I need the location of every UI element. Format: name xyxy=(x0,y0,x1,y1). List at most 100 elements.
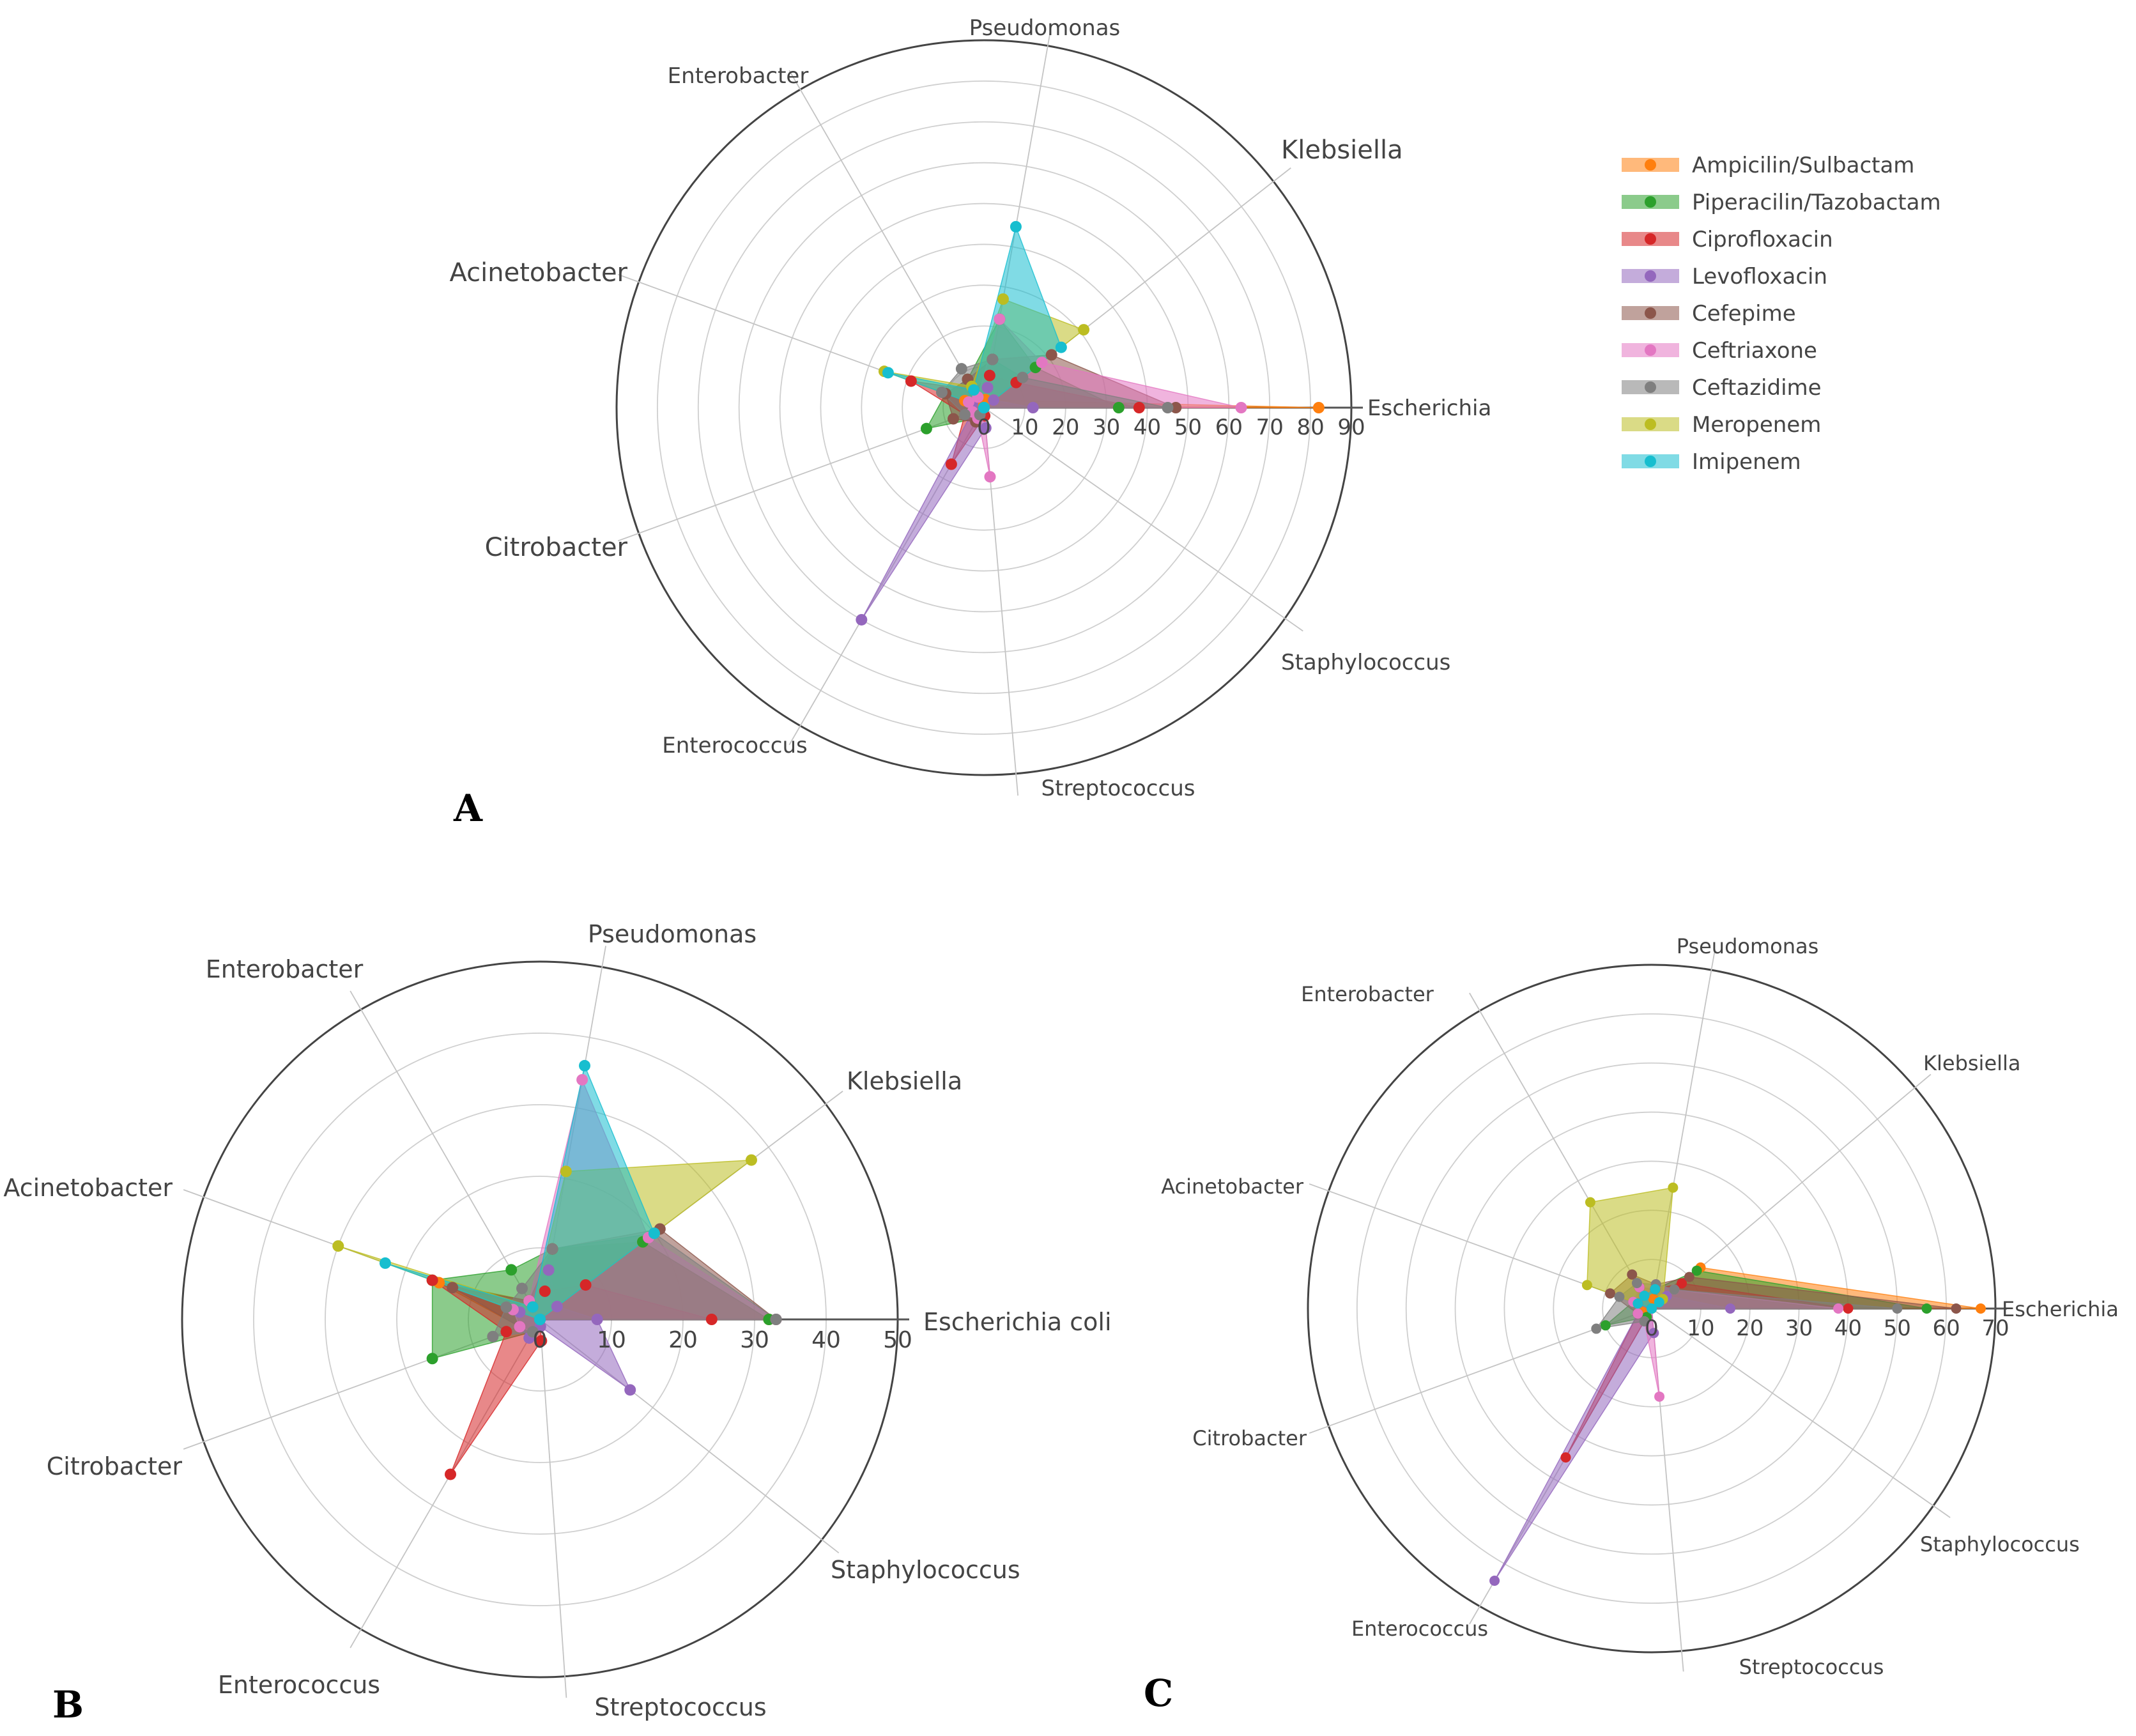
data-point-levofloxacin-enterococcus xyxy=(856,613,868,626)
legend-item-cefepime[interactable]: Cefepime xyxy=(1622,301,1796,326)
data-point-cefepime-acinetobacter xyxy=(1605,1288,1615,1299)
tick-label: 30 xyxy=(1093,415,1120,440)
legend-item-ampicilin-sulbactam[interactable]: Ampicilin/Sulbactam xyxy=(1622,153,1914,178)
legend-item-ceftazidime[interactable]: Ceftazidime xyxy=(1622,375,1822,401)
axis-label-acinetobacter: Acinetobacter xyxy=(3,1174,173,1202)
data-point-ciprofloxacin-pseudomonas xyxy=(539,1285,551,1297)
axis-label-staphylococcus: Staphylococcus xyxy=(1920,1532,2080,1556)
data-point-ceftazidime-enterobacter xyxy=(955,363,967,375)
axis-label-klebsiella: Klebsiella xyxy=(847,1067,962,1095)
data-point-levofloxacin-klebsiella xyxy=(988,394,1000,406)
data-point-ciprofloxacin-klebsiella xyxy=(580,1279,592,1291)
data-point-ceftazidime-enterococcus xyxy=(1639,1316,1650,1326)
data-point-levofloxacin-klebsiella xyxy=(551,1300,563,1312)
data-point-ceftazidime-escherichia xyxy=(1162,402,1174,413)
axis-label-citrobacter: Citrobacter xyxy=(47,1452,183,1480)
axis-label-enterobacter: Enterobacter xyxy=(206,955,364,983)
axis-label-citrobacter: Citrobacter xyxy=(485,533,628,562)
legend-item-levofloxacin[interactable]: Levofloxacin xyxy=(1622,264,1827,289)
data-point-ceftazidime-citrobacter xyxy=(1591,1323,1602,1334)
spoke-staphylococcus xyxy=(1651,1308,1951,1518)
legend-marker xyxy=(1645,344,1656,356)
legend-item-ciprofloxacin[interactable]: Ciprofloxacin xyxy=(1622,227,1833,252)
data-point-imipenem-staphylococcus xyxy=(534,1314,546,1325)
data-point-cefepime-escherichia xyxy=(1951,1303,1962,1314)
spoke-streptococcus xyxy=(539,1319,567,1698)
axis-label-streptococcus: Streptococcus xyxy=(1041,776,1195,801)
tick-label: 0 xyxy=(977,415,991,440)
tick-label: 0 xyxy=(533,1327,548,1353)
data-point-ceftriaxone-citrobacter xyxy=(514,1321,526,1333)
data-point-ceftriaxone-streptococcus xyxy=(1654,1391,1665,1402)
data-point-levofloxacin-pseudomonas xyxy=(981,381,994,394)
series-area-imipenem xyxy=(385,1064,655,1320)
legend: Ampicilin/Sulbactam Piperacilin/Tazobacta… xyxy=(1622,153,1941,475)
legend-marker xyxy=(1645,456,1656,467)
legend-label: Piperacilin/Tazobactam xyxy=(1692,190,1941,215)
data-point-cefepime-enterobacter xyxy=(1627,1269,1638,1280)
legend-item-meropenem[interactable]: Meropenem xyxy=(1622,412,1821,438)
data-point-meropenem-klebsiella xyxy=(745,1154,757,1166)
tick-label: 70 xyxy=(1256,415,1284,440)
data-point-ceftazidime-klebsiella xyxy=(1669,1284,1680,1295)
tick-label: 20 xyxy=(668,1327,698,1353)
data-point-levofloxacin-streptococcus xyxy=(980,422,992,434)
data-point-meropenem-pseudomonas xyxy=(560,1165,572,1178)
axis-label-escherichia-coli: Escherichia coli xyxy=(923,1308,1112,1336)
data-point-imipenem-acinetobacter xyxy=(379,1257,391,1269)
axis-label-escherichia: Escherichia xyxy=(1367,396,1491,421)
axis-label-staphylococcus: Staphylococcus xyxy=(1281,650,1450,675)
data-point-ciprofloxacin-enterococcus xyxy=(445,1468,456,1480)
series-area-meropenem xyxy=(1587,1187,1674,1309)
legend-label: Imipenem xyxy=(1692,449,1801,475)
data-point-cefepime-escherichia xyxy=(1170,402,1182,413)
data-point-ciprofloxacin-acinetobacter xyxy=(905,375,917,387)
data-point-ciprofloxacin-escherichia xyxy=(1843,1303,1854,1314)
legend-label: Cefepime xyxy=(1692,301,1796,326)
tick-label: 20 xyxy=(1736,1316,1763,1341)
legend-item-ceftriaxone[interactable]: Ceftriaxone xyxy=(1622,338,1817,364)
data-point-cefepime-acinetobacter xyxy=(447,1282,459,1294)
tick-label: 50 xyxy=(1884,1316,1911,1341)
legend-label: Ciprofloxacin xyxy=(1692,227,1833,252)
data-point-meropenem-pseudomonas xyxy=(997,293,1009,305)
data-point-ciprofloxacin-acinetobacter xyxy=(426,1274,438,1286)
tick-label: 30 xyxy=(740,1327,769,1353)
data-point-levofloxacin-streptococcus xyxy=(1648,1328,1659,1339)
axis-label-enterobacter: Enterobacter xyxy=(668,63,809,89)
axis-label-pseudomonas: Pseudomonas xyxy=(969,15,1121,41)
data-point-ciprofloxacin-klebsiella xyxy=(1677,1278,1687,1289)
data-point-meropenem-acinetobacter xyxy=(332,1240,344,1252)
legend-item-piperacilin-tazobactam[interactable]: Piperacilin/Tazobactam xyxy=(1622,190,1941,215)
data-point-ceftriaxone-pseudomonas xyxy=(576,1073,588,1086)
legend-marker xyxy=(1645,381,1656,393)
data-point-levofloxacin-escherichia xyxy=(1027,402,1039,413)
axis-label-klebsiella: Klebsiella xyxy=(1923,1051,2021,1075)
data-point-ceftriaxone-pseudomonas xyxy=(994,313,1006,325)
tick-label: 10 xyxy=(1687,1316,1714,1341)
tick-label: 60 xyxy=(1933,1316,1960,1341)
data-point-imipenem-klebsiella xyxy=(1055,341,1067,353)
tick-label: 0 xyxy=(1645,1316,1659,1341)
axis-label-acinetobacter: Acinetobacter xyxy=(1161,1174,1304,1199)
spoke-enterobacter xyxy=(350,990,541,1320)
legend-label: Ceftazidime xyxy=(1692,375,1822,401)
data-point-ceftazidime-citrobacter xyxy=(958,408,971,420)
data-point-piperacilin-tazobactam-klebsiella xyxy=(1691,1265,1702,1276)
data-point-imipenem-enterobacter xyxy=(968,384,980,396)
legend-label: Levofloxacin xyxy=(1692,264,1827,289)
data-point-ampicilin-sulbactam-escherichia xyxy=(1975,1303,1986,1314)
data-point-cefepime-klebsiella xyxy=(1045,349,1057,361)
tick-label: 50 xyxy=(1174,415,1202,440)
panel-label-c: C xyxy=(1144,1671,1173,1715)
tick-label: 30 xyxy=(1785,1316,1813,1341)
legend-marker xyxy=(1645,270,1656,282)
tick-label: 40 xyxy=(1834,1316,1862,1341)
axis-label-streptococcus: Streptococcus xyxy=(1739,1655,1884,1679)
data-point-ceftazidime-klebsiella xyxy=(1017,371,1029,383)
data-point-ceftazidime-acinetobacter xyxy=(500,1301,512,1313)
legend-item-imipenem[interactable]: Imipenem xyxy=(1622,449,1801,475)
